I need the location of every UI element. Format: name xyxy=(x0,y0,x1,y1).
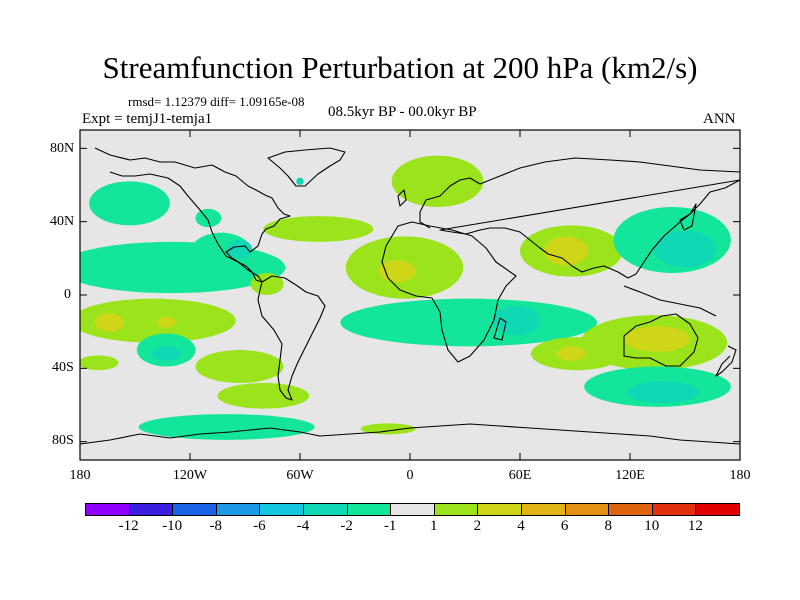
contour-region-27 xyxy=(624,326,691,352)
lon-label-120w: 120W xyxy=(172,468,208,483)
contour-fills xyxy=(80,155,731,440)
colorbar-swatch xyxy=(521,503,566,516)
colorbar-label: -6 xyxy=(253,518,266,534)
contour-region-19 xyxy=(391,155,484,207)
colorbar-swatch xyxy=(433,503,479,516)
colorbar-swatch xyxy=(215,503,261,516)
colorbar-swatch xyxy=(128,503,174,516)
colorbar-label: -10 xyxy=(162,518,183,534)
contour-region-14 xyxy=(250,273,284,295)
contour-region-9 xyxy=(80,355,119,371)
contour-region-11 xyxy=(217,383,310,409)
lon-label-0: 0 xyxy=(406,468,414,483)
contour-region-16 xyxy=(263,216,374,242)
japan-coast xyxy=(679,203,697,231)
greenland-coast xyxy=(267,147,346,187)
contour-region-2 xyxy=(195,208,222,228)
colorbar-swatch xyxy=(564,503,610,516)
colorbar-label: -12 xyxy=(118,518,139,534)
contour-region-13 xyxy=(226,240,253,259)
contour-region-5 xyxy=(94,313,125,332)
madagascar-coast xyxy=(493,317,507,341)
africa-coast xyxy=(381,221,517,363)
colorbar-swatch xyxy=(695,503,740,516)
colorbar-swatch xyxy=(477,503,522,516)
colorbar-swatch xyxy=(303,503,348,516)
colorbar-swatch xyxy=(608,503,653,516)
colorbar-label: 2 xyxy=(473,518,482,534)
contour-region-29 xyxy=(556,346,586,361)
contour-region-32 xyxy=(138,414,315,440)
plot-title: Streamfunction Perturbation at 200 hPa (… xyxy=(102,50,698,85)
coastlines xyxy=(80,147,740,445)
contour-region-18 xyxy=(378,260,416,283)
europe-asia-coast xyxy=(419,157,740,279)
axis-ticks xyxy=(79,130,741,460)
south-america-coast xyxy=(257,275,326,401)
colorbar-label: -2 xyxy=(340,518,353,534)
contour-region-8 xyxy=(151,346,181,361)
indonesia-coast xyxy=(623,285,717,317)
colorbar-label: 8 xyxy=(604,518,612,534)
colorbar-label: -8 xyxy=(209,518,223,534)
period-label: 08.5kyr BP - 00.0kyr BP xyxy=(328,104,477,120)
colorbar-label: 10 xyxy=(644,518,660,534)
colorbar-label: 12 xyxy=(687,518,703,534)
lon-label-60e: 60E xyxy=(508,468,532,483)
colorbar-swatch xyxy=(390,503,435,516)
lat-label-80n: 80N xyxy=(50,141,75,156)
statistics-text: rmsd= 1.12379 diff= 1.09165e-08 xyxy=(128,94,305,109)
experiment-label: Expt = temjJ1-temja1 xyxy=(82,111,213,127)
british-isles-coast xyxy=(397,189,407,207)
australia-coast xyxy=(623,313,699,367)
contour-region-31 xyxy=(626,381,700,404)
colorbar-label: 4 xyxy=(517,518,525,534)
lat-label-40n: 40N xyxy=(50,214,75,229)
antarctica-coast xyxy=(80,423,740,445)
colorbar-swatch xyxy=(259,503,304,516)
colorbar-swatch xyxy=(346,503,392,516)
lon-label-120e: 120E xyxy=(615,468,645,483)
contour-region-10 xyxy=(195,350,284,383)
contour-region-6 xyxy=(157,317,176,328)
lon-label-180w: 180 xyxy=(69,468,91,483)
colorbar-swatch xyxy=(172,503,217,516)
lat-label-0: 0 xyxy=(64,287,71,302)
contour-region-25 xyxy=(653,230,717,268)
lon-label-60w: 60W xyxy=(286,468,314,483)
contour-region-23 xyxy=(543,236,588,266)
colorbar-label: 1 xyxy=(430,518,438,534)
colorbar-label: -4 xyxy=(296,518,310,534)
contour-region-1 xyxy=(89,181,170,226)
colorbar-swatch xyxy=(85,503,130,516)
lat-label-40s: 40S xyxy=(52,360,74,375)
lon-label-180e: 180 xyxy=(729,468,751,483)
colorbar-swatch xyxy=(651,503,697,516)
season-label: ANN xyxy=(703,111,736,127)
lat-label-80s: 80S xyxy=(52,433,74,448)
new-zealand-coast xyxy=(715,345,737,377)
north-america-coast xyxy=(94,147,291,283)
contour-region-33 xyxy=(360,423,416,435)
colorbar-label: 6 xyxy=(560,518,569,534)
colorbar-label: -1 xyxy=(383,518,397,534)
contour-region-15 xyxy=(296,177,304,185)
